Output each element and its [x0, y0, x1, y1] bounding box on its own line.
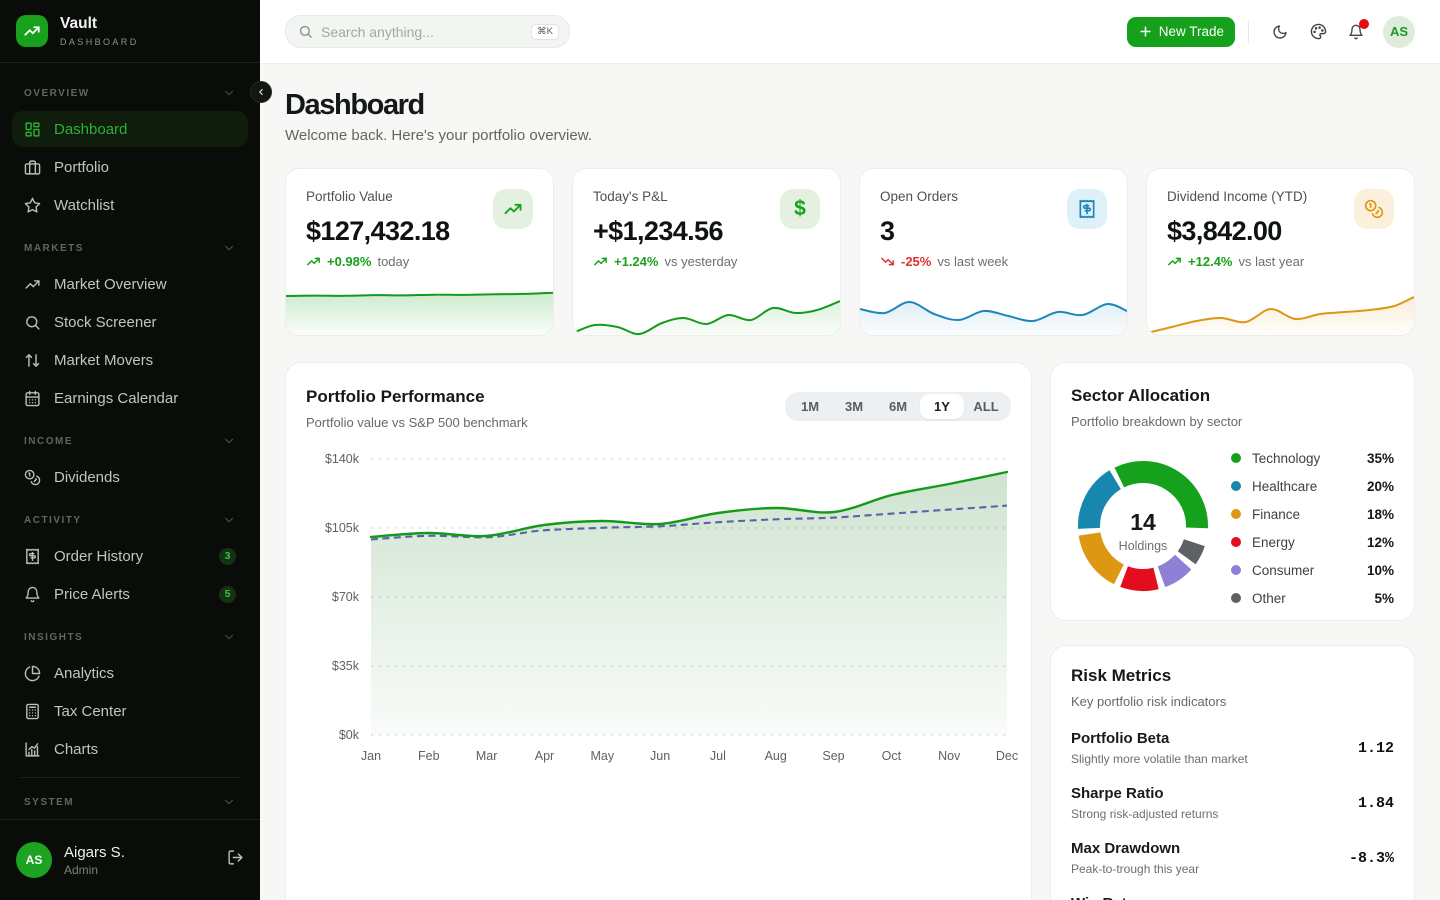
svg-text:Mar: Mar [476, 749, 498, 763]
svg-text:Jul: Jul [710, 749, 726, 763]
svg-text:Jan: Jan [361, 749, 381, 763]
svg-text:Aug: Aug [765, 749, 787, 763]
svg-text:$105k: $105k [325, 521, 360, 535]
svg-text:Feb: Feb [418, 749, 440, 763]
svg-text:Dec: Dec [996, 749, 1018, 763]
svg-text:Jun: Jun [650, 749, 670, 763]
svg-text:May: May [590, 749, 614, 763]
svg-text:Sep: Sep [822, 749, 844, 763]
svg-text:$35k: $35k [332, 659, 360, 673]
svg-text:$0k: $0k [339, 728, 360, 742]
svg-text:Apr: Apr [535, 749, 554, 763]
svg-text:$140k: $140k [325, 452, 360, 466]
svg-text:Nov: Nov [938, 749, 961, 763]
svg-text:$70k: $70k [332, 590, 360, 604]
svg-text:Oct: Oct [882, 749, 902, 763]
